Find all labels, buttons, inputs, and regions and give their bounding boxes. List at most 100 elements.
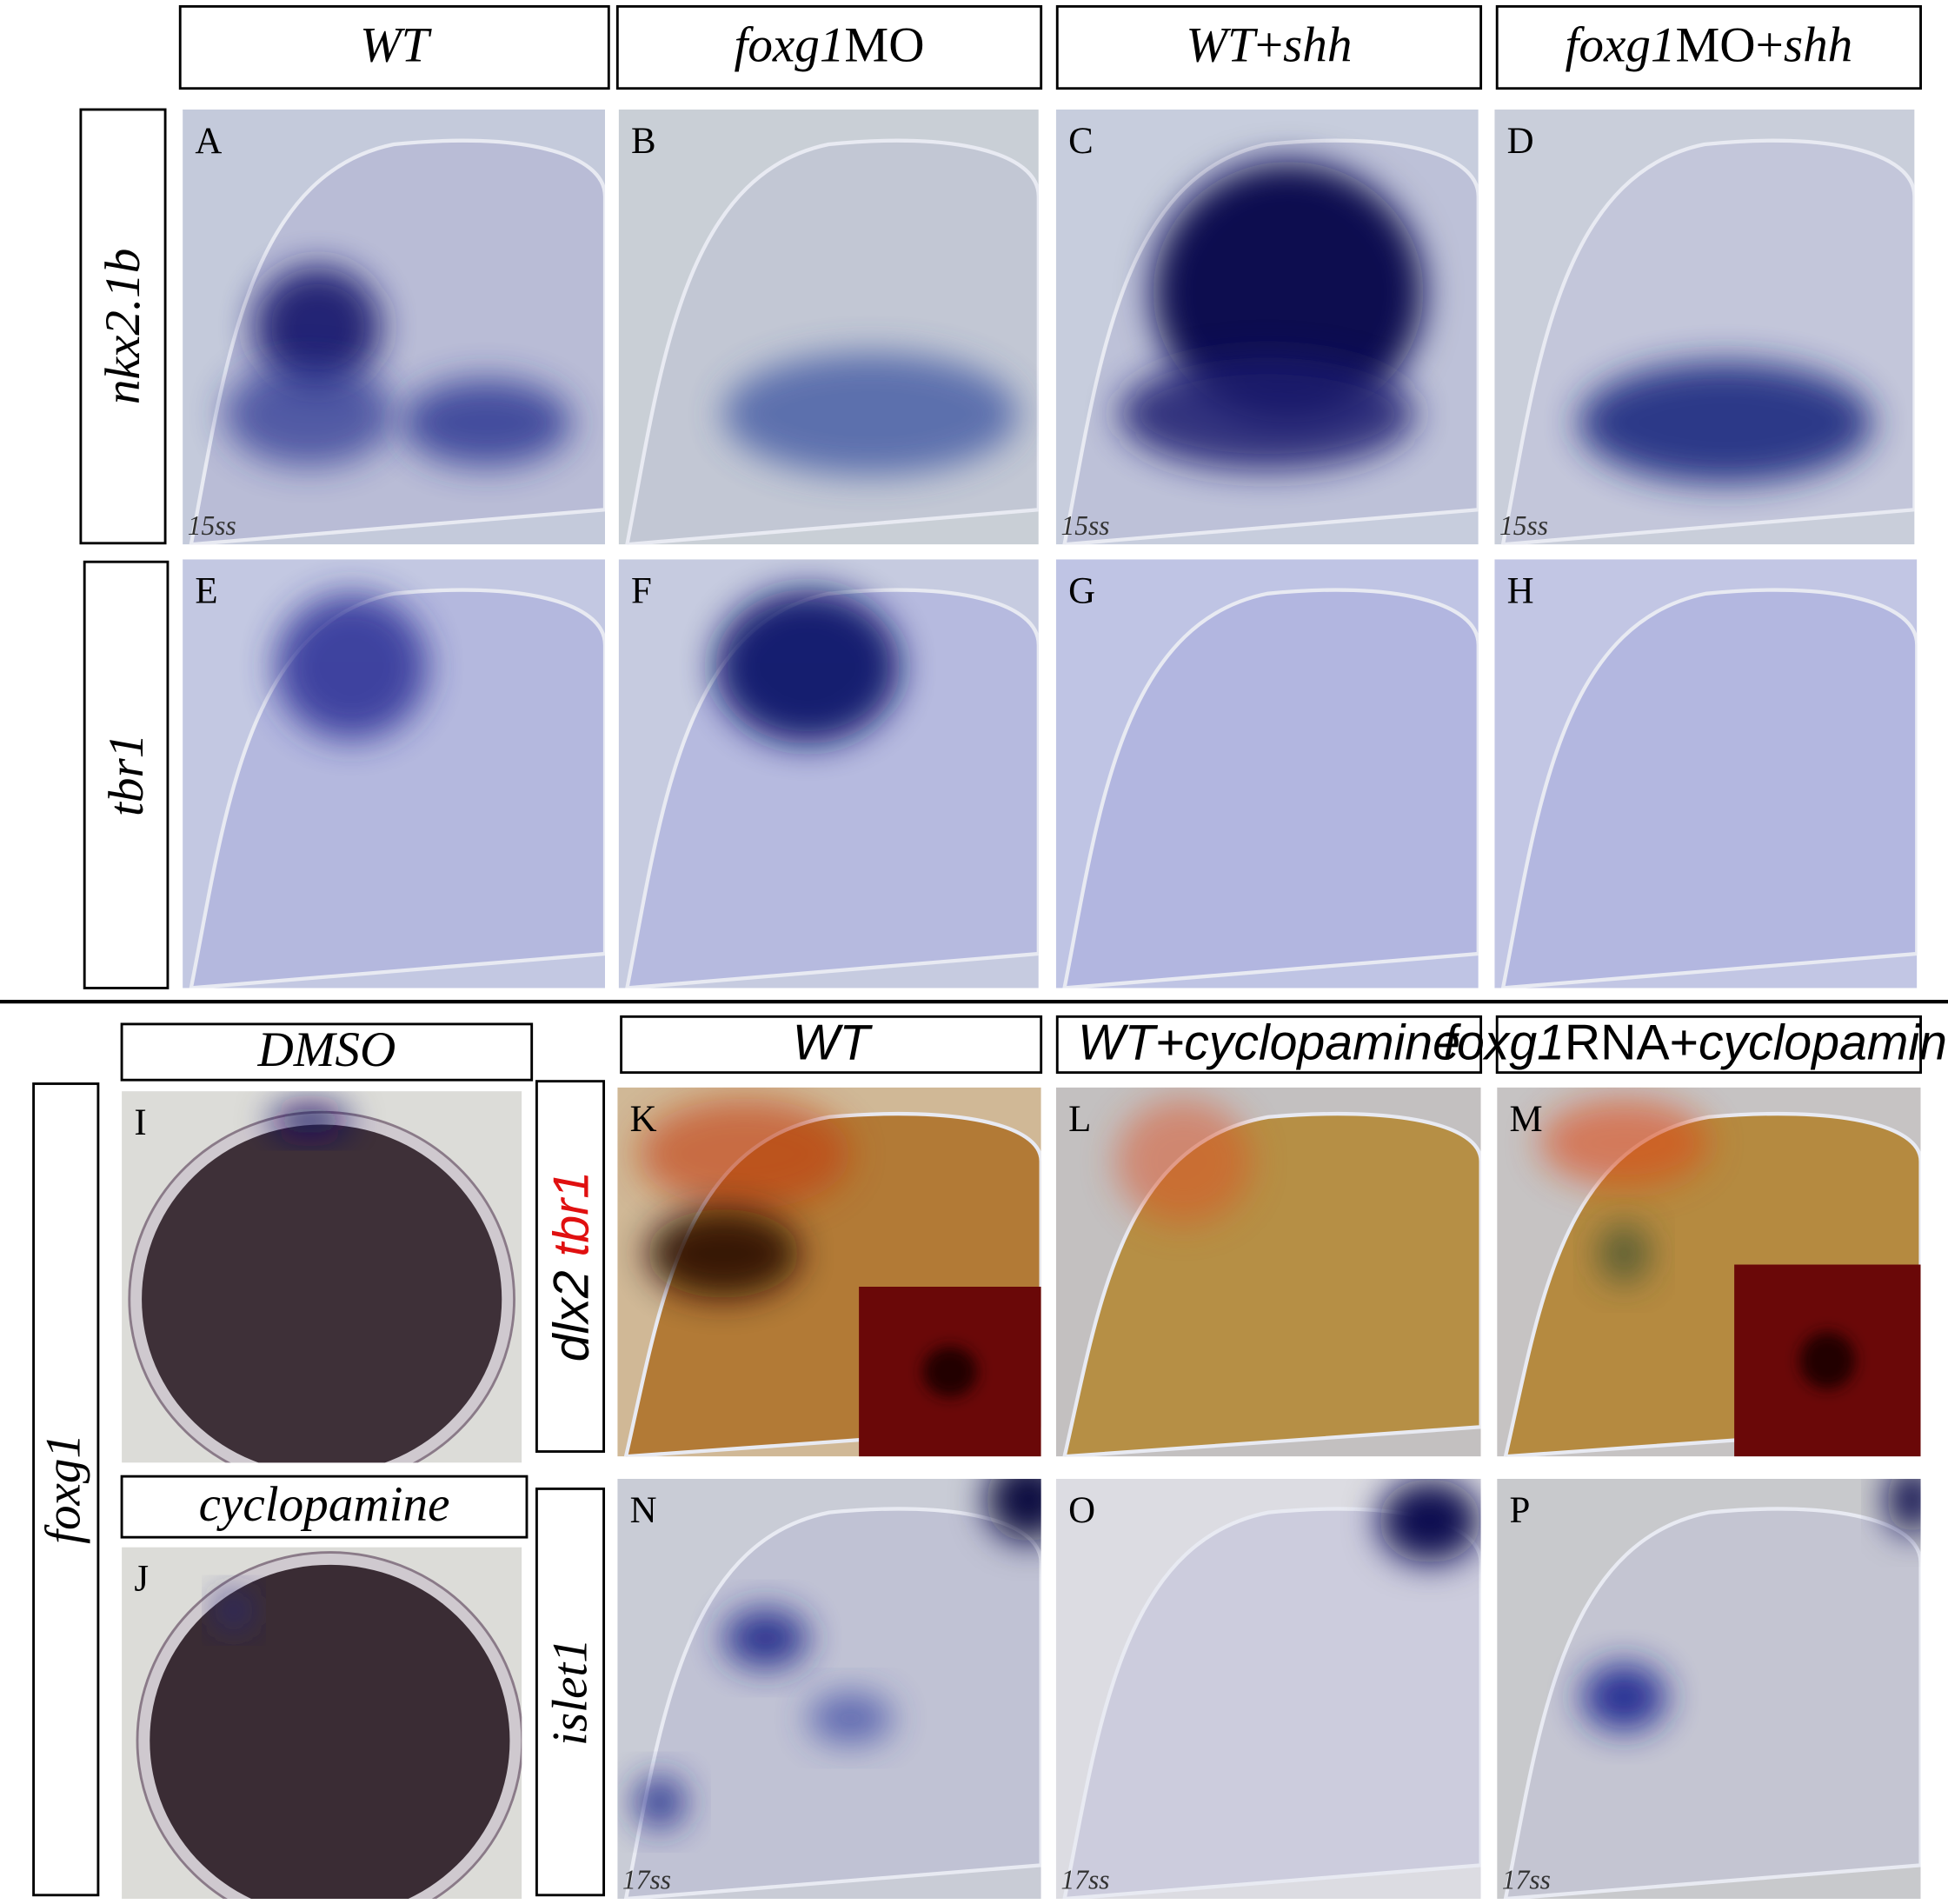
stage-label: 15ss <box>188 510 236 541</box>
label-text: islet1 <box>543 1638 598 1746</box>
stain <box>1539 1098 1709 1188</box>
label-part: shh <box>1784 18 1852 73</box>
label-part: nkx2.1b <box>96 249 150 404</box>
label-part: foxg1 <box>37 1434 91 1544</box>
panel-image <box>1494 559 1918 989</box>
stain <box>1379 1478 1481 1563</box>
label-text: foxg1MO <box>734 18 924 73</box>
stain <box>986 1478 1041 1542</box>
label-part: MO+ <box>1675 18 1783 73</box>
label-part: islet1 <box>543 1638 598 1746</box>
tissue <box>1503 1507 1921 1900</box>
label-part: RNA+ <box>1565 1015 1699 1071</box>
inset-signal <box>1799 1331 1856 1390</box>
stain <box>224 362 395 467</box>
stain <box>634 1776 686 1827</box>
stage-label: 17ss <box>622 1865 671 1895</box>
label-part: WT <box>793 1015 874 1071</box>
panel-letter: H <box>1507 570 1534 611</box>
panel-image <box>1497 1478 1921 1900</box>
stain <box>1581 1663 1667 1731</box>
panel-letter: P <box>1509 1490 1530 1531</box>
label-box <box>32 1082 100 1897</box>
label-box <box>1055 4 1483 90</box>
panel-letter: L <box>1068 1099 1091 1140</box>
stain <box>217 1593 250 1628</box>
panel-letter: G <box>1068 570 1095 611</box>
label-box <box>620 1015 1043 1075</box>
label-text: cyclopamine <box>199 1477 450 1532</box>
stain <box>269 1106 350 1136</box>
panel-letter: J <box>134 1559 149 1600</box>
label-box <box>83 560 170 989</box>
panel-image <box>122 1547 522 1900</box>
panel-letter: A <box>195 121 222 162</box>
panel-image <box>1055 559 1479 989</box>
label-text: WT+shh <box>1186 18 1352 73</box>
panel-image <box>1055 1087 1481 1457</box>
panel-image <box>1055 1478 1481 1900</box>
label-part: WT <box>1186 18 1259 73</box>
yolk <box>142 1124 502 1463</box>
stain <box>1599 1223 1650 1283</box>
label-part: MO <box>844 18 924 73</box>
panel-image <box>617 1087 1041 1457</box>
label-part <box>544 1256 600 1270</box>
panel-letter: B <box>631 121 656 162</box>
tissue <box>1500 588 1918 989</box>
panel-letter: O <box>1068 1490 1095 1531</box>
stain <box>1578 362 1873 484</box>
stain <box>1886 1478 1921 1534</box>
label-box <box>178 4 610 90</box>
tissue <box>1062 588 1479 989</box>
panel-letter: D <box>1507 121 1534 162</box>
label-part: dlx2 <box>544 1270 600 1361</box>
label-text: WT <box>793 1015 874 1071</box>
stain <box>254 266 382 389</box>
label-box <box>1495 4 1922 90</box>
stain <box>715 589 901 744</box>
label-text: foxg1MO+shh <box>1566 18 1853 73</box>
label-part: DMSO <box>257 1022 396 1077</box>
stain <box>808 1693 894 1744</box>
panel-image <box>618 109 1039 545</box>
label-part: WT <box>360 18 433 73</box>
panel-letter: E <box>195 570 217 611</box>
label-part: cyclopamine <box>199 1477 450 1532</box>
label-part: shh <box>1283 18 1352 73</box>
panel-image <box>617 1478 1041 1900</box>
label-text: foxg1RNA+cyclopamine <box>1443 1015 1948 1071</box>
label-part: tbr1 <box>99 734 154 816</box>
yolk <box>150 1564 510 1900</box>
label-text: WT+cyclopamine <box>1078 1015 1460 1071</box>
panel-image <box>1055 109 1479 545</box>
label-part: foxg1 <box>1566 18 1676 73</box>
label-box <box>120 1022 534 1082</box>
label-part: + <box>1255 18 1283 73</box>
stain <box>638 1098 851 1209</box>
panel-letter: M <box>1509 1099 1542 1140</box>
label-text: nkx2.1b <box>96 249 150 404</box>
stain <box>723 1608 808 1668</box>
stain <box>1153 162 1424 423</box>
label-part: foxg1 <box>1443 1015 1565 1071</box>
panel-image <box>122 1091 522 1463</box>
label-part: cyclopamine <box>1699 1015 1948 1071</box>
panel-image <box>183 109 606 545</box>
panel-image <box>1497 1087 1921 1457</box>
label-text: tbr1 <box>99 734 154 816</box>
stain <box>647 1208 800 1298</box>
label-text: dlx2 tbr1 <box>544 1171 600 1361</box>
panel-letter: C <box>1068 121 1094 162</box>
label-part: +cyclopamine <box>1155 1015 1460 1071</box>
panel-letter: F <box>631 570 652 611</box>
panel-image <box>1494 109 1915 545</box>
stage-label: 15ss <box>1499 510 1548 541</box>
label-box <box>79 108 167 545</box>
panel-letter: N <box>630 1490 657 1531</box>
stain <box>275 593 428 740</box>
label-box <box>120 1475 529 1539</box>
label-box <box>535 1080 606 1453</box>
